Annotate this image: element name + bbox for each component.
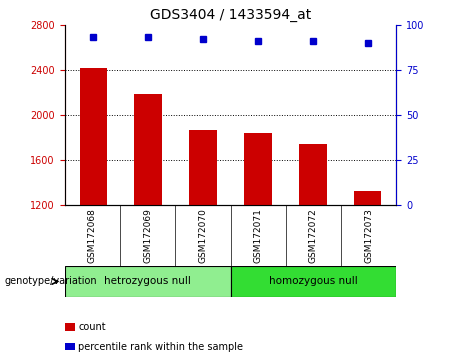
Title: GDS3404 / 1433594_at: GDS3404 / 1433594_at <box>150 8 311 22</box>
Bar <box>65 323 75 331</box>
Bar <box>244 132 272 205</box>
Bar <box>354 191 381 205</box>
Text: GSM172068: GSM172068 <box>88 208 97 263</box>
Text: GSM172072: GSM172072 <box>309 208 318 263</box>
Text: hetrozygous null: hetrozygous null <box>104 276 191 286</box>
Bar <box>65 343 75 350</box>
Text: homozygous null: homozygous null <box>269 276 358 286</box>
Bar <box>65 266 230 297</box>
Bar <box>299 144 326 205</box>
Bar <box>80 68 107 205</box>
Text: GSM172071: GSM172071 <box>254 208 263 263</box>
Text: count: count <box>78 322 106 332</box>
Bar <box>230 266 396 297</box>
Bar <box>135 94 162 205</box>
Text: GSM172073: GSM172073 <box>364 208 373 263</box>
Text: GSM172069: GSM172069 <box>143 208 152 263</box>
Text: GSM172070: GSM172070 <box>198 208 207 263</box>
Text: percentile rank within the sample: percentile rank within the sample <box>78 342 243 352</box>
Text: genotype/variation: genotype/variation <box>5 276 97 286</box>
Bar <box>189 130 217 205</box>
